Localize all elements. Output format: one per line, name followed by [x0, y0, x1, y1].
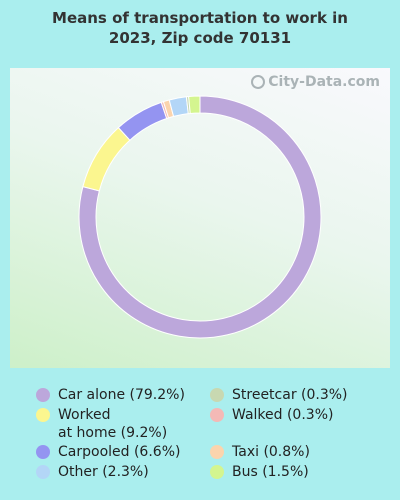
slice-car-alone	[78, 95, 322, 339]
legend-label: Carpooled (6.6%)	[58, 444, 181, 460]
legend-item-carpooled: Carpooled (6.6%)	[36, 443, 180, 461]
legend-swatch	[36, 465, 50, 479]
legend-label: Walked (0.3%)	[232, 407, 334, 423]
legend-label: Worked at home (9.2%)	[58, 407, 168, 441]
legend-label: Bus (1.5%)	[232, 464, 309, 480]
legend-swatch	[210, 465, 224, 479]
legend-swatch	[210, 388, 224, 402]
legend-item-other: Other (2.3%)	[36, 463, 149, 481]
legend-label: Taxi (0.8%)	[232, 444, 310, 460]
slice-worked-at-home	[82, 126, 131, 192]
legend-item-walked: Walked (0.3%)	[210, 406, 333, 424]
legend-label: Car alone (79.2%)	[58, 387, 185, 403]
watermark-text: City-Data.com	[268, 74, 380, 90]
chart-title-line-1: Means of transportation to work in	[52, 9, 348, 27]
legend-label: Streetcar (0.3%)	[232, 387, 348, 403]
plot-area	[10, 68, 390, 368]
legend-label: Other (2.3%)	[58, 464, 149, 480]
globe-icon	[251, 75, 266, 89]
chart-title-line-2: 2023, Zip code 70131	[108, 29, 292, 47]
legend-item-taxi: Taxi (0.8%)	[210, 443, 310, 461]
legend-item-car-alone: Car alone (79.2%)	[36, 386, 185, 404]
legend-item-streetcar: Streetcar (0.3%)	[210, 386, 348, 404]
watermark: City-Data.com	[251, 74, 380, 90]
legend-item-bus: Bus (1.5%)	[210, 463, 309, 481]
legend-swatch	[36, 388, 50, 402]
legend-swatch	[36, 445, 50, 459]
legend-swatch	[36, 408, 50, 422]
slice-carpooled	[117, 101, 168, 141]
legend-swatch	[210, 408, 224, 422]
slice-bus	[188, 95, 201, 115]
chart-title: Means of transportation to work in 2023,…	[0, 8, 400, 48]
legend-item-worked-at-home: Worked at home (9.2%)	[36, 406, 167, 442]
legend-swatch	[210, 445, 224, 459]
